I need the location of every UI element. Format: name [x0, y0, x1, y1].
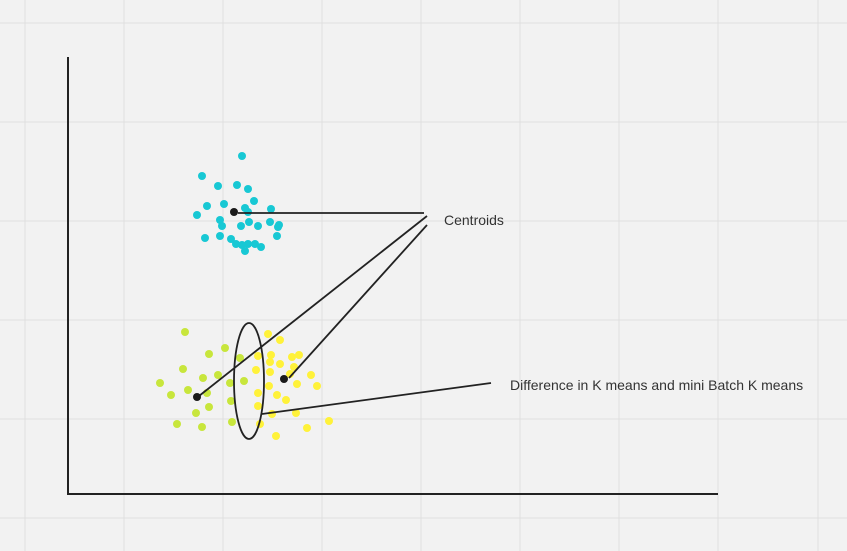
data-point: [266, 368, 274, 376]
data-point: [156, 379, 164, 387]
axes: [67, 57, 718, 495]
data-point: [192, 409, 200, 417]
data-point: [257, 243, 265, 251]
data-point: [236, 354, 244, 362]
data-point: [227, 397, 235, 405]
data-point: [266, 358, 274, 366]
data-point: [167, 391, 175, 399]
data-point: [274, 223, 282, 231]
data-point: [173, 420, 181, 428]
data-point: [238, 152, 246, 160]
difference-label: Difference in K means and mini Batch K m…: [510, 377, 803, 393]
data-point: [220, 200, 228, 208]
data-point: [295, 351, 303, 359]
data-point: [193, 211, 201, 219]
data-point: [237, 222, 245, 230]
data-point: [252, 366, 260, 374]
data-point: [203, 202, 211, 210]
data-point: [282, 396, 290, 404]
centroid-markers: [193, 208, 288, 401]
data-point: [244, 208, 252, 216]
centroids-label: Centroids: [444, 212, 504, 228]
data-point: [254, 352, 262, 360]
data-point: [307, 371, 315, 379]
leader-lines: [198, 212, 492, 415]
data-point: [325, 417, 333, 425]
data-point: [214, 371, 222, 379]
data-point: [313, 382, 321, 390]
data-point: [303, 424, 311, 432]
data-point: [288, 353, 296, 361]
data-point: [276, 336, 284, 344]
data-point: [266, 218, 274, 226]
data-point: [292, 409, 300, 417]
data-point: [241, 247, 249, 255]
data-point: [226, 379, 234, 387]
centroid-point: [230, 208, 238, 216]
data-point: [179, 365, 187, 373]
data-point: [201, 234, 209, 242]
data-point: [240, 377, 248, 385]
data-point: [205, 403, 213, 411]
data-point: [276, 360, 284, 368]
data-point: [268, 410, 276, 418]
data-point: [272, 432, 280, 440]
data-point: [214, 182, 222, 190]
data-point: [233, 181, 241, 189]
data-point: [218, 222, 226, 230]
data-point: [273, 391, 281, 399]
data-point: [238, 241, 246, 249]
data-point: [228, 418, 236, 426]
data-point: [254, 389, 262, 397]
data-point: [198, 423, 206, 431]
data-point: [273, 232, 281, 240]
centroid-leader-lime: [198, 215, 428, 397]
data-point: [250, 197, 258, 205]
data-point: [267, 205, 275, 213]
data-point: [184, 386, 192, 394]
difference-leader: [261, 382, 492, 415]
data-point: [216, 232, 224, 240]
data-point: [251, 240, 259, 248]
centroid-point: [193, 393, 201, 401]
data-point: [267, 351, 275, 359]
data-points: [156, 152, 333, 440]
data-point: [245, 218, 253, 226]
data-point: [254, 402, 262, 410]
data-point: [254, 222, 262, 230]
data-point: [232, 240, 240, 248]
data-point: [265, 382, 273, 390]
data-point: [244, 240, 252, 248]
data-point: [293, 380, 301, 388]
difference-ellipse: [233, 322, 265, 440]
centroid-leader-yellow: [288, 224, 428, 379]
data-point: [205, 350, 213, 358]
data-point: [264, 330, 272, 338]
data-point: [221, 344, 229, 352]
data-point: [181, 328, 189, 336]
data-point: [199, 374, 207, 382]
data-point: [244, 185, 252, 193]
data-point: [227, 235, 235, 243]
data-point: [198, 172, 206, 180]
centroid-point: [280, 375, 288, 383]
